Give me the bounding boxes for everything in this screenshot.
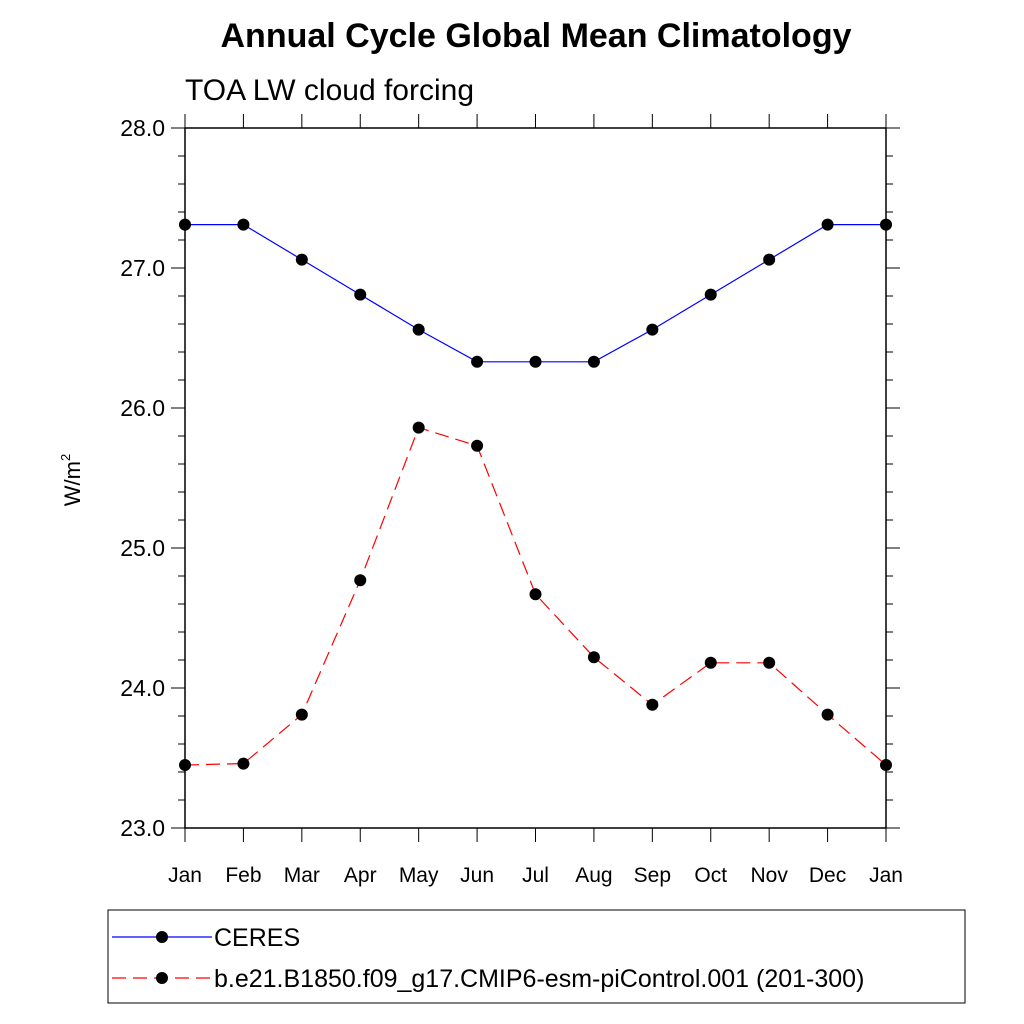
series-point <box>412 323 425 336</box>
legend-label: b.e21.B1850.f09_g17.CMIP6-esm-piControl.… <box>214 965 864 993</box>
y-tick-label: 27.0 <box>120 255 165 281</box>
y-tick-label: 28.0 <box>120 115 165 141</box>
chart-subtitle: TOA LW cloud forcing <box>185 74 474 107</box>
series-point <box>529 588 542 601</box>
chart-title: Annual Cycle Global Mean Climatology <box>221 17 852 55</box>
series-point <box>646 698 659 711</box>
x-tick-label: Oct <box>694 864 727 887</box>
series-point <box>471 355 484 368</box>
legend-label: CERES <box>214 924 300 952</box>
x-tick-label: Jun <box>460 864 494 887</box>
series-line <box>185 224 886 363</box>
series-point <box>880 759 892 771</box>
x-tick-label: Aug <box>575 864 612 887</box>
series-point <box>354 574 367 587</box>
series-point <box>529 355 542 368</box>
y-tick-label: 24.0 <box>120 675 165 701</box>
x-tick-label: Jul <box>522 864 549 887</box>
y-axis-label-superscript: 2 <box>58 454 73 461</box>
y-tick-label: 25.0 <box>120 535 165 561</box>
series-point <box>704 288 717 301</box>
x-tick-label: Jan <box>869 864 903 887</box>
series-point <box>179 759 191 771</box>
series-point <box>412 421 425 434</box>
series-point <box>587 651 600 664</box>
y-axis-label: W/m2 <box>58 454 85 506</box>
series-point <box>295 253 308 266</box>
x-tick-label: Nov <box>750 864 788 887</box>
svg-text:W/m2: W/m2 <box>58 454 85 506</box>
x-tick-label: Jan <box>168 864 202 887</box>
x-tick-label: Feb <box>225 864 261 887</box>
series-point <box>354 288 367 301</box>
series-point <box>587 355 600 368</box>
series-point <box>295 708 308 721</box>
legend-box <box>107 909 966 1004</box>
series-layer <box>179 218 892 771</box>
legend-entry: CERES <box>112 924 300 952</box>
x-tick-label: Apr <box>344 864 377 887</box>
legend-swatch-marker <box>156 972 168 984</box>
legend: CERES b.e21.B1850.f09_g17.CMIP6-esm-piCon… <box>107 909 966 1004</box>
x-tick-label: Mar <box>284 864 320 887</box>
series-point <box>179 218 191 231</box>
series-point <box>880 218 892 231</box>
y-tick-label: 23.0 <box>120 815 165 841</box>
legend-swatch-marker <box>156 931 168 943</box>
series-point <box>646 323 659 336</box>
series-point <box>763 656 776 669</box>
series-point <box>763 253 776 266</box>
series-point <box>704 656 717 669</box>
series-2 <box>179 421 892 771</box>
series-point <box>237 757 250 770</box>
x-tick-label: May <box>399 864 439 887</box>
series-point <box>821 708 834 721</box>
legend-entry: b.e21.B1850.f09_g17.CMIP6-esm-piControl.… <box>112 965 864 993</box>
series-point <box>471 439 484 452</box>
series-point <box>821 218 834 231</box>
plot-frame <box>184 127 887 829</box>
y-ticks: 23.0 24.0 25.0 26.0 27.0 28.0 <box>120 115 900 841</box>
series-1 <box>179 218 892 368</box>
y-axis-label-base: W/m <box>60 461 85 506</box>
x-tick-label: Sep <box>634 864 671 887</box>
series-point <box>237 218 250 231</box>
legend-entries: CERES b.e21.B1850.f09_g17.CMIP6-esm-piCon… <box>112 924 864 993</box>
y-tick-label: 26.0 <box>120 395 165 421</box>
x-tick-label: Dec <box>809 864 846 887</box>
x-ticks: Jan Feb Mar Apr May Jun Jul Aug Sep Oct Nov Dec Jan <box>168 114 903 887</box>
